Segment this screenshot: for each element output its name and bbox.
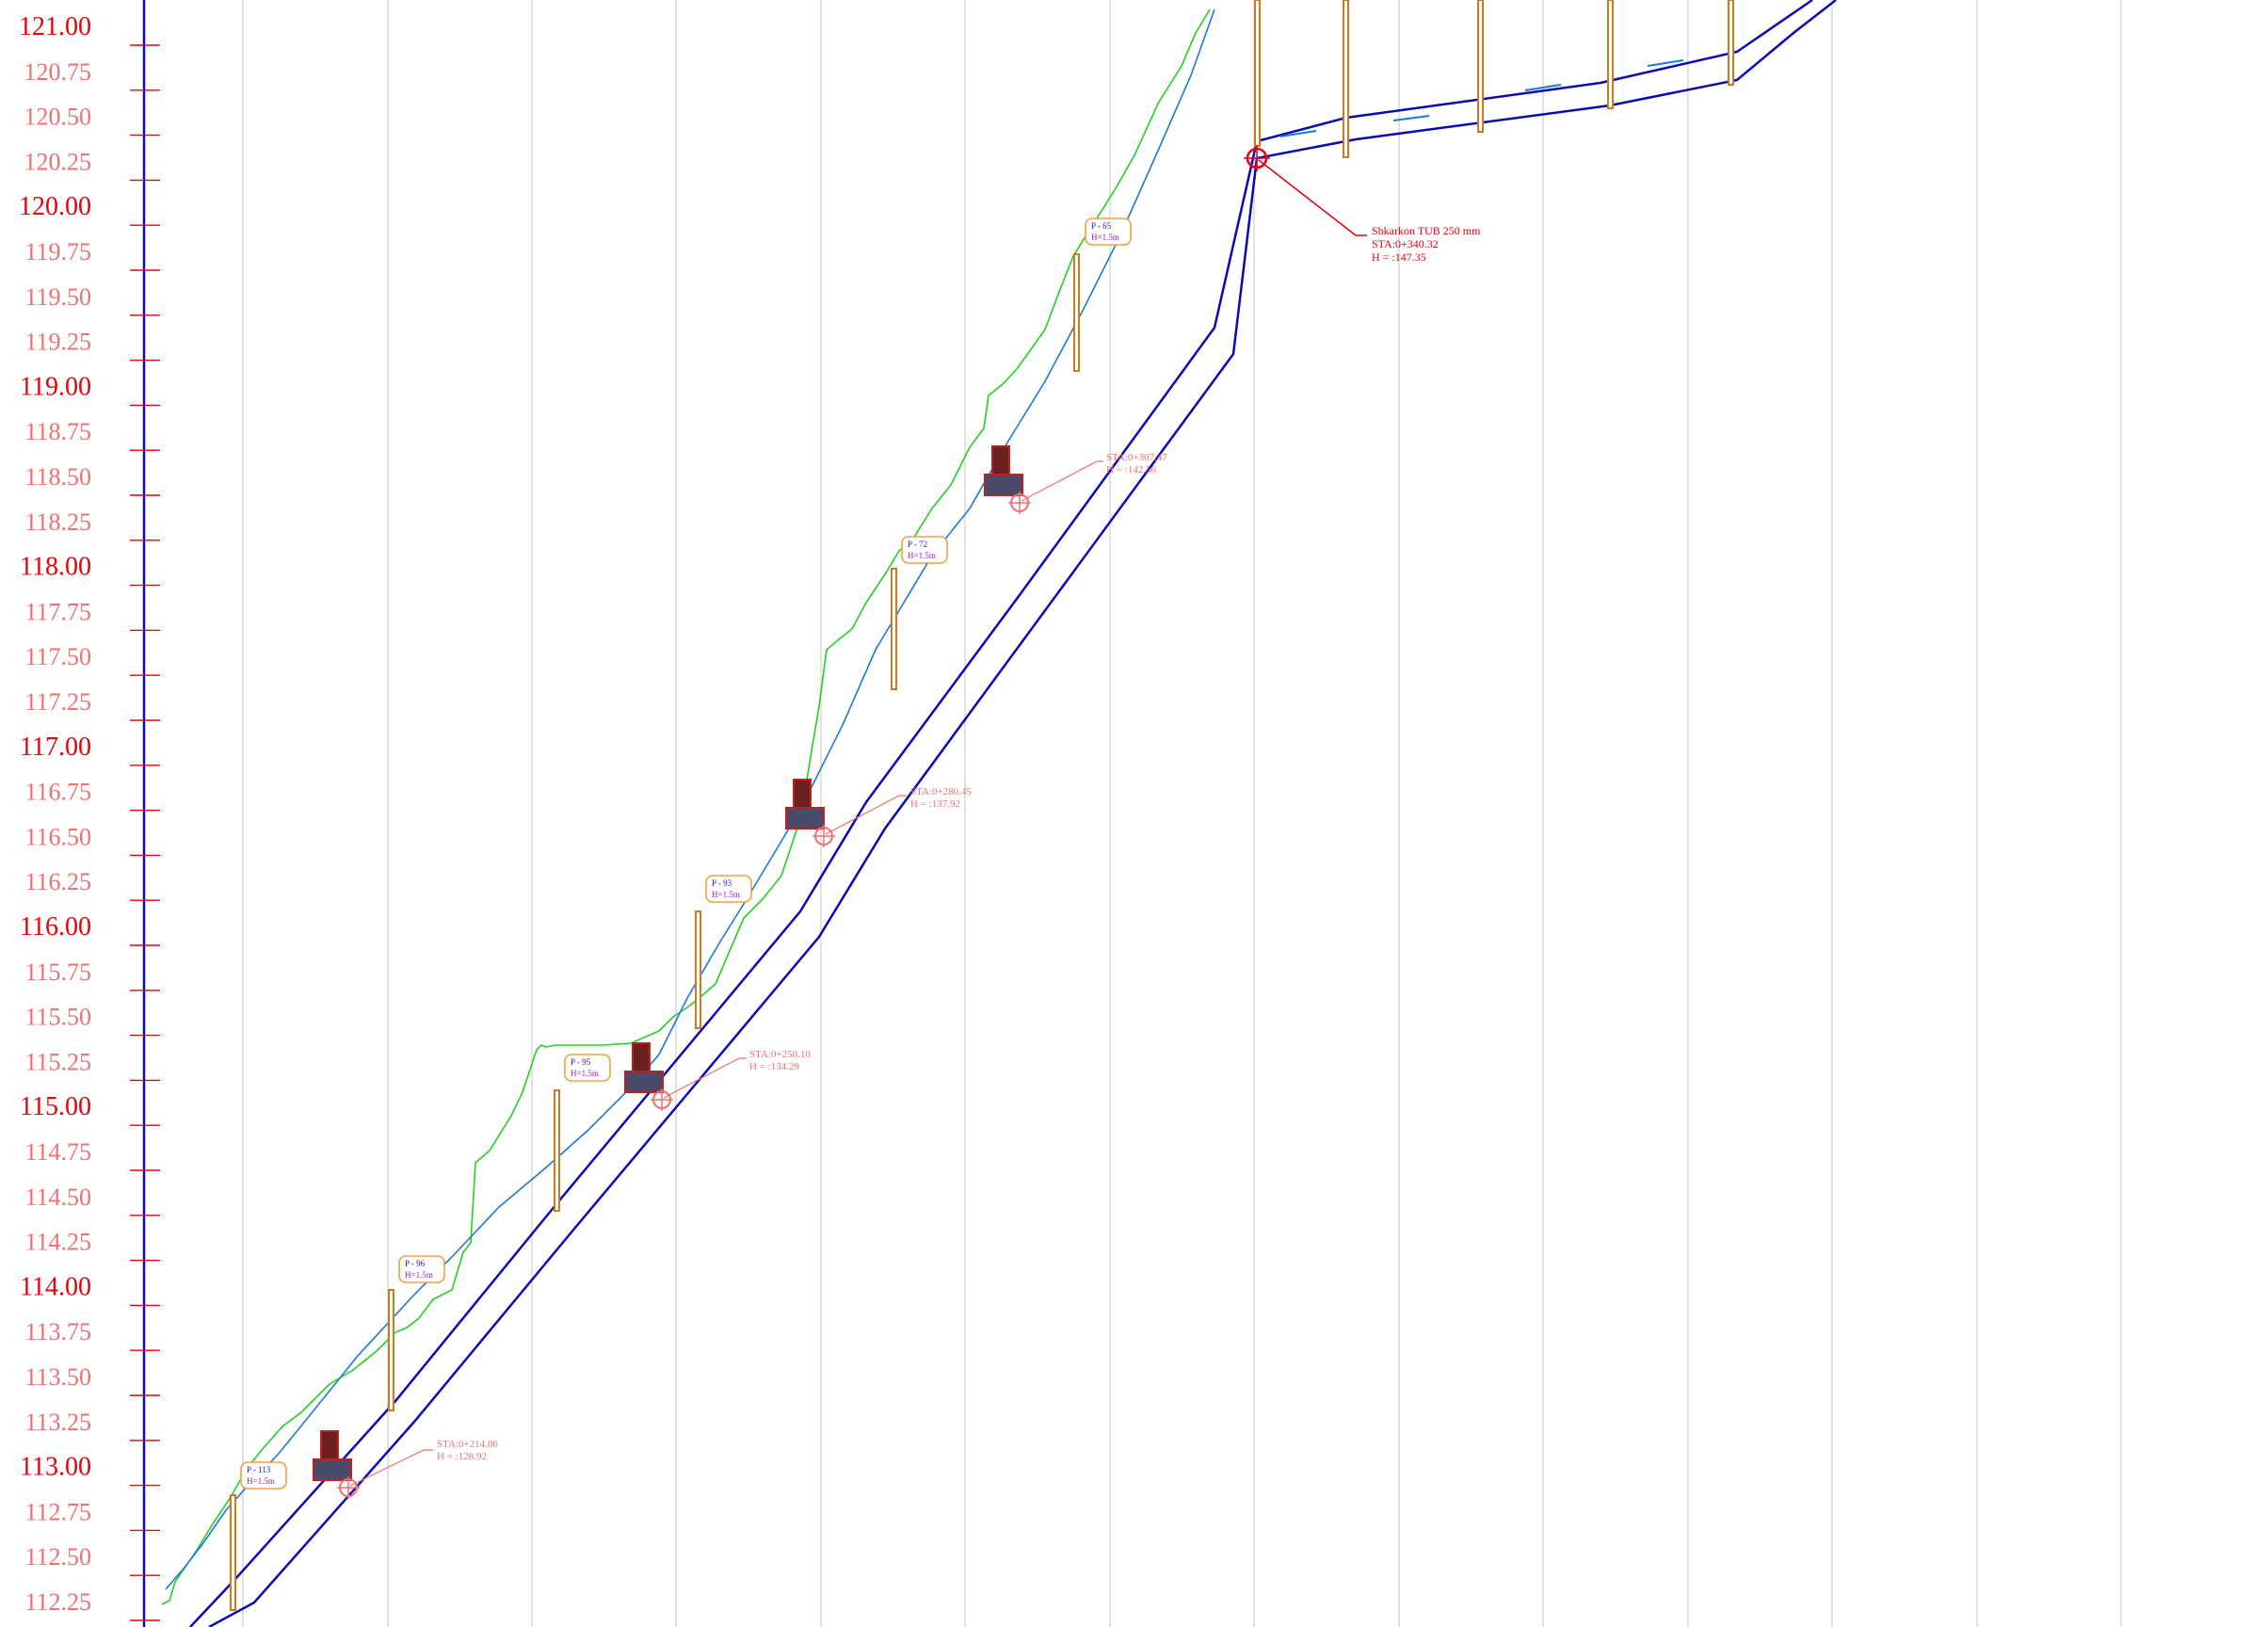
elevation-text: H = :137.92 xyxy=(910,798,960,810)
elevation-label: 112.75 xyxy=(24,1498,91,1525)
station-grid xyxy=(242,0,2122,1627)
station-text: STA:0+214.86 xyxy=(437,1439,498,1450)
manhole-label-65: P - 65 H=1.5m xyxy=(1085,217,1132,246)
elevation-label: 113.00 xyxy=(20,1453,91,1482)
elevation-text: H = :128.92 xyxy=(437,1451,487,1462)
manhole-label-96: P - 96 H=1.5m xyxy=(398,1255,445,1283)
elevation-label: 116.25 xyxy=(24,868,91,895)
elevation-label: 118.25 xyxy=(24,508,91,536)
manhole-id: P - 65 xyxy=(1091,221,1112,231)
outfall-pipe-text: Shkarkon TUB 250 mm xyxy=(1372,224,1481,237)
elevation-text: H = :142.56 xyxy=(1106,464,1156,475)
manhole-id: P - 95 xyxy=(571,1057,591,1067)
elevation-label: 120.50 xyxy=(24,104,92,131)
elevation-label: 117.75 xyxy=(24,598,91,625)
manhole-depth: H=1.5m xyxy=(405,1270,433,1280)
elevation-label: 117.50 xyxy=(24,643,91,670)
elevation-label: 120.75 xyxy=(24,58,92,86)
station-callout-258: STA:0+258.10 H = :134.29 xyxy=(663,1049,811,1099)
manhole-label-113: P - 113 H=1.5m xyxy=(240,1461,287,1490)
drop-structures xyxy=(313,445,1031,1499)
outfall-elevation-text: H = :147.35 xyxy=(1372,250,1426,264)
elevation-label: 119.75 xyxy=(24,238,91,266)
station-text: STA:0+280.45 xyxy=(910,786,972,797)
drop-structure-214 xyxy=(313,1430,360,1499)
manhole-id: P - 72 xyxy=(908,540,927,549)
elevation-label: 114.25 xyxy=(24,1229,91,1256)
manhole-depth: H=1.5m xyxy=(908,551,936,560)
elevation-ticks xyxy=(130,44,160,1621)
manhole-depth: H=1.5m xyxy=(247,1476,275,1486)
elevation-label: 114.00 xyxy=(20,1272,91,1301)
manhole-label-72: P - 72 H=1.5m xyxy=(901,536,948,564)
elevation-label: 118.75 xyxy=(24,418,91,445)
elevation-label: 113.25 xyxy=(24,1409,91,1436)
elevation-label: 114.75 xyxy=(24,1138,91,1166)
manhole-depth: H=1.5m xyxy=(571,1069,599,1078)
elevation-label: 121.00 xyxy=(19,12,91,41)
elevation-label: 115.75 xyxy=(24,958,91,986)
elevation-label: 120.00 xyxy=(19,192,91,221)
elevation-label: 116.75 xyxy=(24,779,91,806)
elevation-labels: 121.00 120.75 120.50 120.25 120.00 119.75 119.… xyxy=(19,12,91,1616)
elevation-label: 117.25 xyxy=(24,688,91,716)
drop-structure-280 xyxy=(785,779,835,847)
elevation-label: 118.50 xyxy=(24,463,91,491)
manhole-label-95: P - 95 H=1.5m xyxy=(564,1054,611,1082)
station-callout-280: STA:0+280.45 H = :137.92 xyxy=(825,786,972,835)
manhole-labels: P - 113 H=1.5m P - 96 H=1.5m P - 95 H=1.… xyxy=(240,217,1132,1490)
station-text: STA:0+258.10 xyxy=(749,1049,811,1060)
elevation-text: H = :134.29 xyxy=(749,1061,799,1072)
elevation-label: 113.75 xyxy=(24,1318,91,1345)
flow-arrows xyxy=(1279,59,1684,137)
elevation-label: 116.50 xyxy=(24,823,91,850)
elevation-label: 115.50 xyxy=(24,1004,91,1031)
elevation-label: 115.00 xyxy=(20,1092,91,1121)
elevation-label: 119.25 xyxy=(24,329,91,356)
elevation-label: 119.00 xyxy=(20,372,91,401)
elevation-label: 118.00 xyxy=(20,553,91,582)
ground-line-existing xyxy=(161,8,1211,1605)
elevation-label: 112.50 xyxy=(24,1543,91,1571)
ground-line-design xyxy=(165,8,1215,1590)
drop-structure-258 xyxy=(624,1042,673,1111)
manhole-label-93: P - 93 H=1.5m xyxy=(705,875,752,903)
drop-structure-307 xyxy=(984,445,1031,514)
elevation-label: 120.25 xyxy=(24,148,92,175)
station-text: STA:0+307.47 xyxy=(1106,452,1167,463)
manhole-id: P - 113 xyxy=(247,1465,271,1474)
manhole-posts xyxy=(230,0,1734,1611)
manhole-depth: H=1.5m xyxy=(712,890,740,899)
manhole-id: P - 93 xyxy=(712,878,732,888)
station-callout-307: STA:0+307.47 H = :142.56 xyxy=(1021,452,1167,502)
outfall-callout: Shkarkon TUB 250 mm STA:0+340.32 H = :14… xyxy=(1244,145,1481,264)
elevation-label: 113.50 xyxy=(24,1363,91,1391)
station-callouts: STA:0+214.86 H = :128.92 STA:0+258.10 H … xyxy=(349,452,1167,1487)
outfall-station-text: STA:0+340.32 xyxy=(1372,237,1439,250)
elevation-label: 115.25 xyxy=(24,1048,91,1075)
elevation-label: 112.25 xyxy=(24,1588,91,1616)
elevation-label: 119.50 xyxy=(24,283,91,311)
elevation-label: 114.50 xyxy=(24,1184,91,1211)
manhole-depth: H=1.5m xyxy=(1091,233,1119,242)
elevation-label: 117.00 xyxy=(20,733,91,762)
elevation-label: 116.00 xyxy=(20,912,91,942)
manhole-id: P - 96 xyxy=(405,1259,426,1268)
pipe-profile xyxy=(189,0,1837,1627)
station-callout-214: STA:0+214.86 H = :128.92 xyxy=(349,1439,498,1487)
